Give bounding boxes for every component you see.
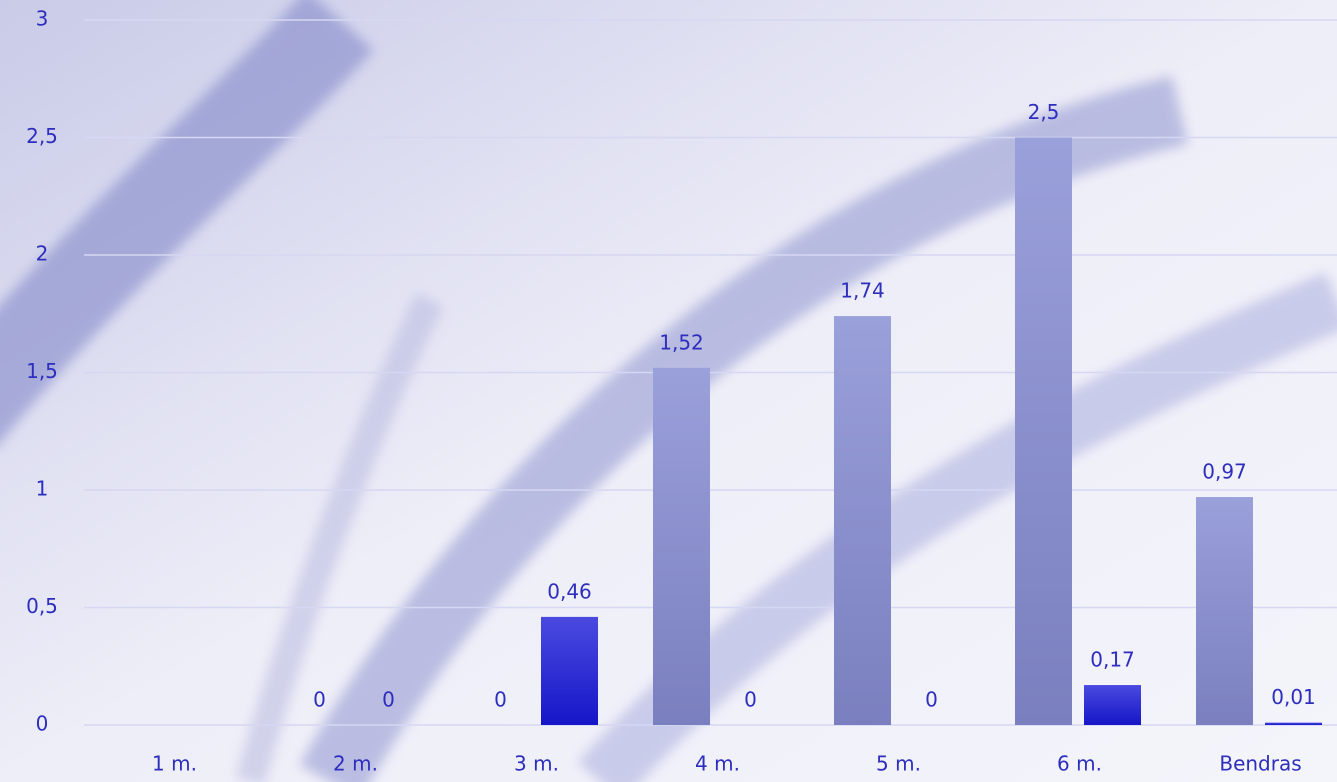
x-tick-label: 2 m.: [333, 752, 378, 776]
bar: [653, 367, 710, 725]
y-tick-label: 2: [36, 242, 49, 266]
value-label: 0,97: [1202, 460, 1247, 484]
value-label: 0,46: [547, 579, 592, 603]
value-label: 0: [744, 688, 757, 712]
bar: [1084, 685, 1141, 725]
y-tick-label: 0,5: [26, 594, 58, 618]
value-label: 1,74: [840, 279, 885, 303]
bar: [834, 316, 891, 725]
value-label: 0: [382, 688, 395, 712]
bar: [1015, 137, 1072, 725]
y-tick-label: 1,5: [26, 359, 58, 383]
y-tick-label: 0: [36, 712, 49, 736]
value-label: 2,5: [1028, 100, 1060, 124]
y-tick-label: 1: [36, 477, 49, 501]
x-tick-label: 1 m.: [152, 752, 197, 776]
bar: [541, 616, 598, 725]
x-tick-label: 5 m.: [876, 752, 921, 776]
value-label: 0: [925, 688, 938, 712]
value-label: 0: [494, 688, 507, 712]
x-tick-label: 4 m.: [695, 752, 740, 776]
y-tick-label: 2,5: [26, 124, 58, 148]
x-tick-label: Bendras: [1219, 752, 1301, 776]
y-tick-label: 3: [36, 7, 49, 31]
bar: [1196, 497, 1253, 725]
x-tick-label: 6 m.: [1057, 752, 1102, 776]
value-label: 0,17: [1090, 648, 1135, 672]
value-label: 1,52: [659, 330, 704, 354]
value-label: 0,01: [1271, 685, 1316, 709]
value-label: 0: [313, 688, 326, 712]
x-tick-label: 3 m.: [514, 752, 559, 776]
bar: [1265, 722, 1322, 725]
